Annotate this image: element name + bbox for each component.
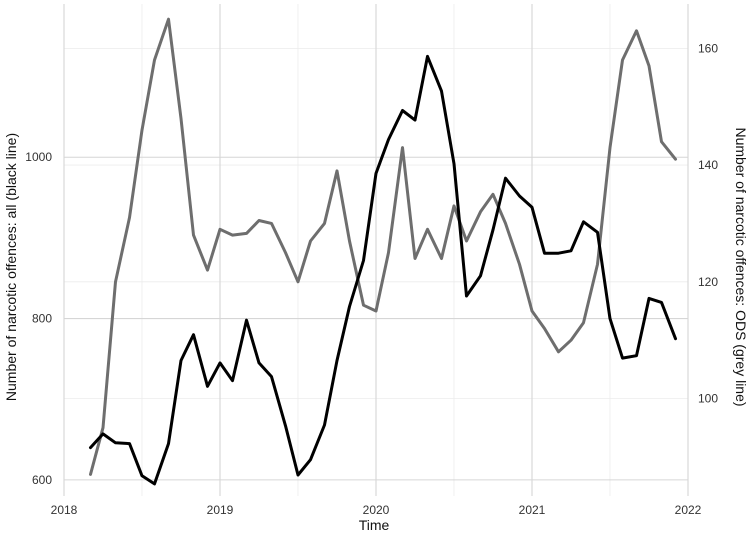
left-y-axis-title: Number of narcotic offences: all (black … (3, 133, 19, 401)
right-y-tick-label: 120 (698, 275, 718, 289)
left-y-axis-tick-labels: 600 800 1000 (25, 150, 52, 487)
right-y-tick-label: 160 (698, 41, 718, 55)
left-y-tick-label: 800 (32, 312, 52, 326)
right-y-axis-title: Number of narcotic offences: ODS (grey l… (733, 127, 749, 406)
major-gridlines (63, 4, 689, 496)
x-tick-label: 2019 (207, 503, 234, 517)
ods-offences-grey-line (89, 17, 677, 476)
all-offences-black-line (89, 54, 677, 486)
left-y-tick-label: 600 (32, 473, 52, 487)
x-tick-label: 2022 (675, 503, 702, 517)
x-tick-label: 2021 (519, 503, 546, 517)
left-y-tick-label: 1000 (25, 150, 52, 164)
x-tick-label: 2020 (363, 503, 390, 517)
right-y-axis-tick-labels: 100 120 140 160 (698, 41, 718, 405)
x-tick-label: 2018 (51, 503, 78, 517)
x-axis-title: Time (359, 517, 390, 533)
x-axis-tick-labels: 2018 2019 2020 2021 2022 (51, 503, 702, 517)
right-y-tick-label: 100 (698, 392, 718, 406)
right-y-tick-label: 140 (698, 158, 718, 172)
